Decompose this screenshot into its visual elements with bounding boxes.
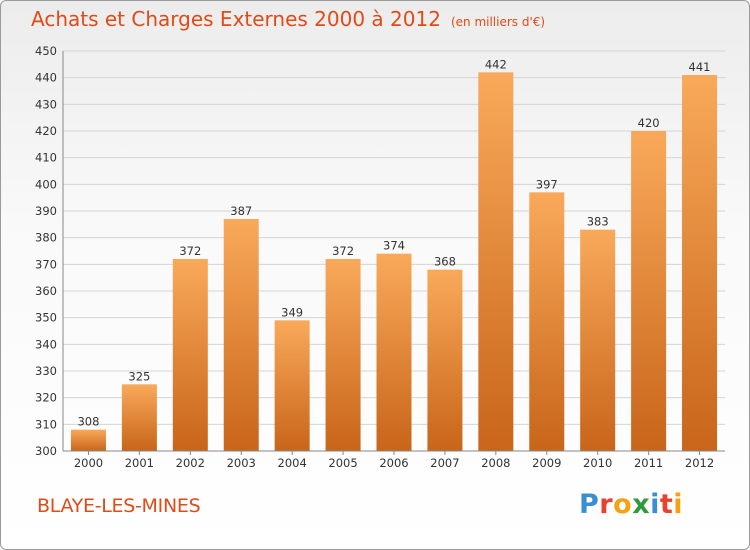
chart-subtitle: (en milliers d'€)	[450, 15, 546, 29]
y-tick-label: 360	[35, 284, 57, 298]
data-label: 420	[638, 116, 660, 130]
x-tick-label: 2009	[532, 456, 561, 470]
logo-letter: i	[650, 489, 660, 520]
bar	[529, 192, 565, 452]
logo-letter: t	[659, 489, 674, 520]
logo-letter: x	[632, 489, 651, 520]
logo-letter: P	[579, 489, 600, 520]
data-label: 308	[77, 415, 99, 429]
bar	[70, 429, 106, 451]
x-tick-label: 2003	[227, 456, 256, 470]
x-tick-label: 2002	[176, 456, 205, 470]
y-tick-label: 340	[35, 337, 57, 351]
data-label: 372	[332, 244, 354, 258]
x-tick-label: 2005	[328, 456, 357, 470]
data-label: 397	[536, 177, 558, 191]
y-tick-label: 370	[35, 257, 57, 271]
data-label: 442	[485, 57, 507, 71]
x-tick-label: 2001	[125, 456, 154, 470]
bar	[223, 219, 259, 451]
commune-name: BLAYE-LES-MINES	[37, 495, 201, 517]
logo-letter: o	[613, 489, 633, 520]
bar	[631, 131, 667, 451]
data-label: 349	[281, 305, 303, 319]
logo-letter: r	[599, 489, 614, 520]
data-label: 325	[128, 369, 150, 383]
logo-letter: i	[673, 489, 684, 520]
x-tick-label: 2008	[481, 456, 510, 470]
x-tick-label: 2006	[379, 456, 408, 470]
data-label: 387	[230, 204, 252, 218]
bar	[274, 320, 310, 451]
y-tick-label: 420	[35, 124, 57, 138]
x-tick-label: 2000	[74, 456, 103, 470]
y-tick-label: 300	[35, 444, 57, 458]
bar	[325, 259, 361, 451]
y-tick-label: 430	[35, 97, 57, 111]
bar	[682, 75, 718, 451]
chart-title: Achats et Charges Externes 2000 à 2012	[31, 7, 441, 31]
bar	[427, 269, 463, 451]
data-label: 374	[383, 239, 405, 253]
bar-layer	[70, 72, 718, 452]
x-tick-label: 2011	[634, 456, 663, 470]
y-tick-label: 410	[35, 151, 57, 165]
x-tick-label: 2004	[278, 456, 307, 470]
y-tick-label: 380	[35, 231, 57, 245]
x-tick-label: 2012	[685, 456, 714, 470]
x-tick-label: 2007	[430, 456, 459, 470]
proxiti-logo[interactable]: Proxiti	[579, 489, 683, 520]
data-label: 441	[689, 60, 711, 74]
label-layer: 308 325 372 387 349 372 374 368 442 397 383 420 441	[77, 57, 710, 428]
bar	[580, 229, 616, 451]
y-tick-label: 440	[35, 71, 57, 85]
y-tick-label: 450	[35, 44, 57, 58]
y-tick-label: 330	[35, 364, 57, 378]
axis-layer: 300 310 320 330 340 350 360 370 380 390 400 410 420 4…	[35, 44, 725, 470]
data-label: 372	[179, 244, 201, 258]
bar	[376, 253, 412, 451]
data-label: 383	[587, 215, 609, 229]
x-tick-label: 2010	[583, 456, 612, 470]
y-tick-label: 350	[35, 311, 57, 325]
y-tick-label: 390	[35, 204, 57, 218]
bar	[478, 72, 514, 451]
bar	[121, 384, 157, 451]
y-tick-label: 310	[35, 417, 57, 431]
title-row: Achats et Charges Externes 2000 à 2012 (e…	[31, 7, 545, 31]
data-label: 368	[434, 255, 456, 269]
bar	[172, 259, 208, 451]
y-tick-label: 320	[35, 391, 57, 405]
y-tick-label: 400	[35, 177, 57, 191]
